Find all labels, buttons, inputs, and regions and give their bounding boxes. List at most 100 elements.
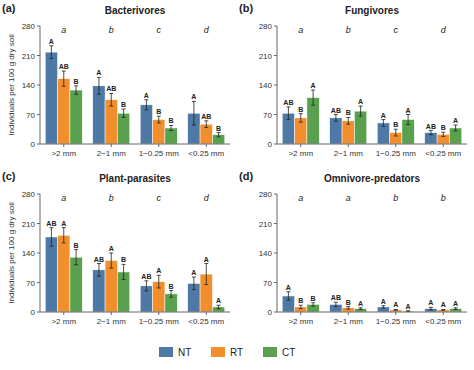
significance-label: B: [298, 106, 303, 113]
error-line: [171, 125, 172, 130]
y-tick-label: 70: [26, 279, 35, 288]
significance-label: A: [358, 98, 363, 105]
y-tick-label: 140: [259, 249, 273, 258]
significance-label: A: [109, 245, 114, 252]
error-line: [76, 250, 77, 265]
significance-label: A: [381, 298, 386, 305]
error-bar: [192, 277, 196, 290]
y-tick-label: 70: [26, 111, 35, 120]
error-cap: [286, 119, 290, 120]
title: Omnivore-predators: [324, 173, 421, 184]
group-annotation: a: [61, 193, 66, 203]
error-cap: [49, 227, 53, 228]
error-cap: [192, 277, 196, 278]
significance-label: AB: [283, 99, 293, 106]
error-cap: [454, 307, 458, 308]
error-bar: [74, 86, 78, 94]
error-cap: [346, 124, 350, 125]
x-tick-label: >2 mm: [288, 317, 313, 326]
y-axis-label: Individuals per 100 g dry soil: [7, 34, 16, 136]
error-cap: [144, 280, 148, 281]
error-cap: [299, 305, 303, 306]
y-axis-label: Individuals per 100 g dry soil: [7, 202, 16, 304]
error-line: [98, 264, 99, 277]
error-bar: [62, 71, 66, 86]
error-cap: [394, 135, 398, 136]
error-line: [430, 131, 431, 135]
x-tick: [443, 312, 444, 315]
error-bar: [299, 305, 303, 308]
bar: [295, 118, 307, 144]
significance-label: B: [169, 283, 174, 290]
y-tick-label: 280: [259, 190, 273, 199]
x-axis: [40, 144, 230, 145]
x-tick: [300, 312, 301, 315]
error-cap: [334, 114, 338, 115]
error-bar: [217, 133, 221, 137]
error-cap: [454, 309, 458, 310]
error-bar: [97, 77, 101, 94]
error-bar: [394, 129, 398, 136]
significance-label: A: [191, 269, 196, 276]
panel: 070140210280ABABABAAAAABBBA>2 mm2−1 mm1−…: [2, 170, 230, 326]
y-tick-label: 70: [263, 111, 272, 120]
error-bar: [74, 250, 78, 265]
error-cap: [286, 291, 290, 292]
group-annotation: a: [346, 193, 351, 203]
error-bar: [299, 114, 303, 122]
x-tick-label: <0.25 mm: [188, 317, 224, 326]
error-bar: [359, 106, 363, 116]
error-cap: [311, 90, 315, 91]
error-cap: [122, 117, 126, 118]
panel: 070140210280AABAABBAABAAA>2 mm2−1 mm1−0.…: [239, 170, 467, 326]
error-bar: [454, 125, 458, 131]
labels: AAAAABABBABBBBB: [49, 38, 221, 132]
error-bar: [346, 307, 350, 310]
y-tick-label: 210: [22, 52, 36, 61]
error-cap: [299, 113, 303, 114]
error-cap: [74, 85, 78, 86]
bars: [45, 46, 225, 144]
error-bar: [192, 101, 196, 125]
x-tick-label: 1−0.25 mm: [139, 317, 180, 326]
bar: [45, 52, 57, 144]
bars: [45, 228, 225, 312]
error-bar: [157, 275, 161, 288]
error-cap: [122, 109, 126, 110]
error-bar: [311, 90, 315, 105]
error-line: [111, 253, 112, 268]
error-cap: [394, 129, 398, 130]
group-annotation: b: [393, 193, 398, 203]
legend-label: NT: [178, 347, 191, 358]
error-bar: [49, 228, 53, 247]
y-tick-label: 70: [263, 279, 272, 288]
x-tick: [395, 312, 396, 315]
error-line: [288, 292, 289, 300]
error-cap: [109, 93, 113, 94]
error-bar: [334, 302, 338, 306]
x-tick-label: 1−0.25 mm: [376, 149, 417, 158]
x-tick: [206, 144, 207, 147]
bar: [377, 123, 389, 144]
significance-label: A: [406, 303, 411, 310]
error-cap: [192, 101, 196, 102]
error-cap: [286, 300, 290, 301]
error-line: [76, 86, 77, 94]
error-line: [171, 291, 172, 298]
error-line: [63, 228, 64, 243]
error-cap: [334, 306, 338, 307]
title: Bacterivores: [105, 5, 166, 16]
error-cap: [441, 136, 445, 137]
error-cap: [394, 309, 398, 310]
error-bar: [454, 308, 458, 310]
error-cap: [144, 290, 148, 291]
y-tick-label: 0: [31, 308, 36, 317]
error-cap: [406, 124, 410, 125]
significance-label: B: [216, 125, 221, 132]
y-tick-label: 210: [22, 220, 36, 229]
significance-label: A: [453, 300, 458, 307]
error-cap: [109, 268, 113, 269]
legend: NTRTCT: [159, 347, 295, 358]
error-cap: [74, 249, 78, 250]
x-axis: [40, 312, 230, 313]
